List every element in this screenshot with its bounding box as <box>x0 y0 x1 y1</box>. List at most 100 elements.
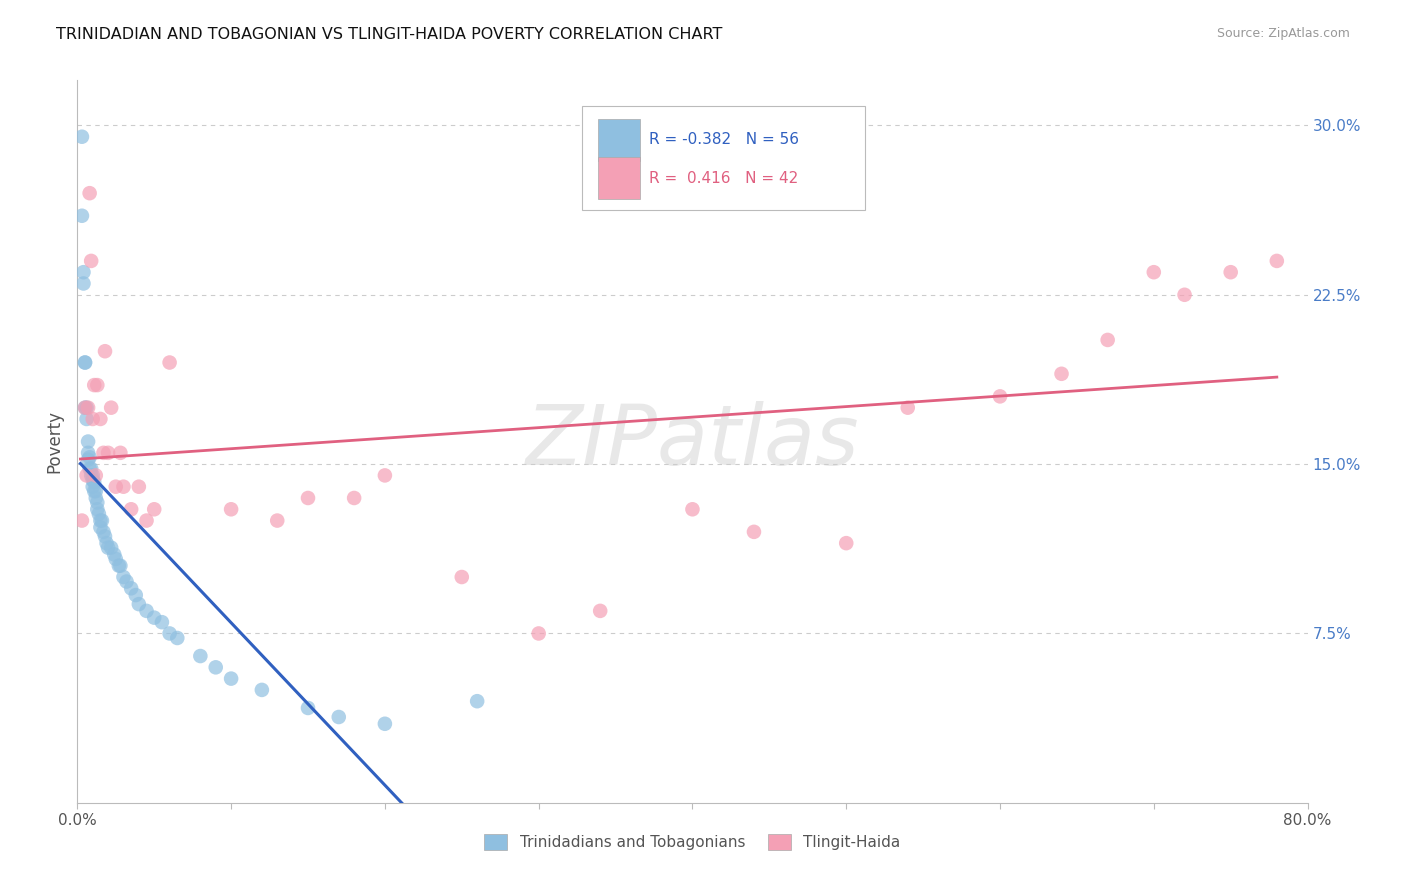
Point <box>89 520 111 534</box>
Point <box>87 507 110 521</box>
Point <box>93 524 115 539</box>
FancyBboxPatch shape <box>598 157 640 200</box>
Point <box>328 710 350 724</box>
Y-axis label: Poverty: Poverty <box>45 410 63 473</box>
Point <box>83 475 105 490</box>
Point <box>93 446 115 460</box>
Point <box>100 401 122 415</box>
Point <box>89 514 111 528</box>
Point <box>70 514 93 528</box>
Point <box>135 604 157 618</box>
Point <box>166 631 188 645</box>
Point <box>82 473 104 487</box>
Point <box>343 491 366 505</box>
Point <box>1097 333 1119 347</box>
Legend: Trinidadians and Tobagonians, Tlingit-Haida: Trinidadians and Tobagonians, Tlingit-Ha… <box>478 829 907 856</box>
Point <box>204 660 226 674</box>
Point <box>374 716 396 731</box>
Point <box>73 355 96 369</box>
Point <box>80 461 103 475</box>
Point <box>374 468 396 483</box>
Point <box>86 495 108 509</box>
Point <box>86 378 108 392</box>
Point <box>96 536 118 550</box>
Point <box>70 129 93 144</box>
Point <box>97 446 120 460</box>
Point <box>77 446 100 460</box>
Point <box>465 694 488 708</box>
Point <box>1174 287 1197 301</box>
Point <box>82 480 104 494</box>
Point <box>90 514 114 528</box>
Point <box>897 401 920 415</box>
Point <box>1219 265 1241 279</box>
Point <box>84 491 107 505</box>
Point <box>73 355 96 369</box>
Point <box>83 378 105 392</box>
Point <box>104 552 127 566</box>
Point <box>159 626 181 640</box>
Point <box>70 209 93 223</box>
Point <box>89 412 111 426</box>
Point <box>83 484 105 499</box>
Point <box>250 682 273 697</box>
Point <box>82 412 104 426</box>
Point <box>589 604 612 618</box>
Point <box>297 701 319 715</box>
Point <box>110 446 132 460</box>
Point <box>79 461 101 475</box>
Point <box>120 582 142 596</box>
Point <box>79 186 101 201</box>
Point <box>94 529 117 543</box>
Point <box>76 401 98 415</box>
Point <box>835 536 858 550</box>
Point <box>77 401 100 415</box>
Text: TRINIDADIAN AND TOBAGONIAN VS TLINGIT-HAIDA POVERTY CORRELATION CHART: TRINIDADIAN AND TOBAGONIAN VS TLINGIT-HA… <box>56 27 723 42</box>
Point <box>135 514 157 528</box>
Point <box>80 468 103 483</box>
Point <box>125 588 148 602</box>
Point <box>72 265 94 279</box>
Point <box>120 502 142 516</box>
Point <box>103 548 125 562</box>
Point <box>143 502 166 516</box>
Point <box>76 468 98 483</box>
FancyBboxPatch shape <box>582 105 865 211</box>
Point <box>80 253 103 268</box>
Point <box>108 558 131 573</box>
Point <box>527 626 550 640</box>
Point <box>450 570 472 584</box>
Point <box>97 541 120 555</box>
Point <box>219 672 242 686</box>
Point <box>84 484 107 499</box>
Point <box>112 480 135 494</box>
Text: Source: ZipAtlas.com: Source: ZipAtlas.com <box>1216 27 1350 40</box>
Point <box>159 355 181 369</box>
Point <box>115 574 138 589</box>
Point <box>82 468 104 483</box>
Point <box>143 610 166 624</box>
Point <box>73 401 96 415</box>
Point <box>94 344 117 359</box>
Point <box>742 524 765 539</box>
Point <box>104 480 127 494</box>
Point <box>150 615 173 630</box>
Point <box>77 434 100 449</box>
Point <box>682 502 704 516</box>
Point <box>110 558 132 573</box>
Point <box>76 412 98 426</box>
Point <box>1265 253 1288 268</box>
Point <box>188 648 212 663</box>
Point <box>128 597 150 611</box>
Point <box>73 401 96 415</box>
FancyBboxPatch shape <box>598 119 640 161</box>
Text: R =  0.416   N = 42: R = 0.416 N = 42 <box>650 170 799 186</box>
Point <box>219 502 242 516</box>
Point <box>86 502 108 516</box>
Point <box>79 450 101 465</box>
Point <box>988 389 1011 403</box>
Point <box>128 480 150 494</box>
Point <box>1143 265 1166 279</box>
Text: R = -0.382   N = 56: R = -0.382 N = 56 <box>650 132 800 147</box>
Point <box>266 514 288 528</box>
